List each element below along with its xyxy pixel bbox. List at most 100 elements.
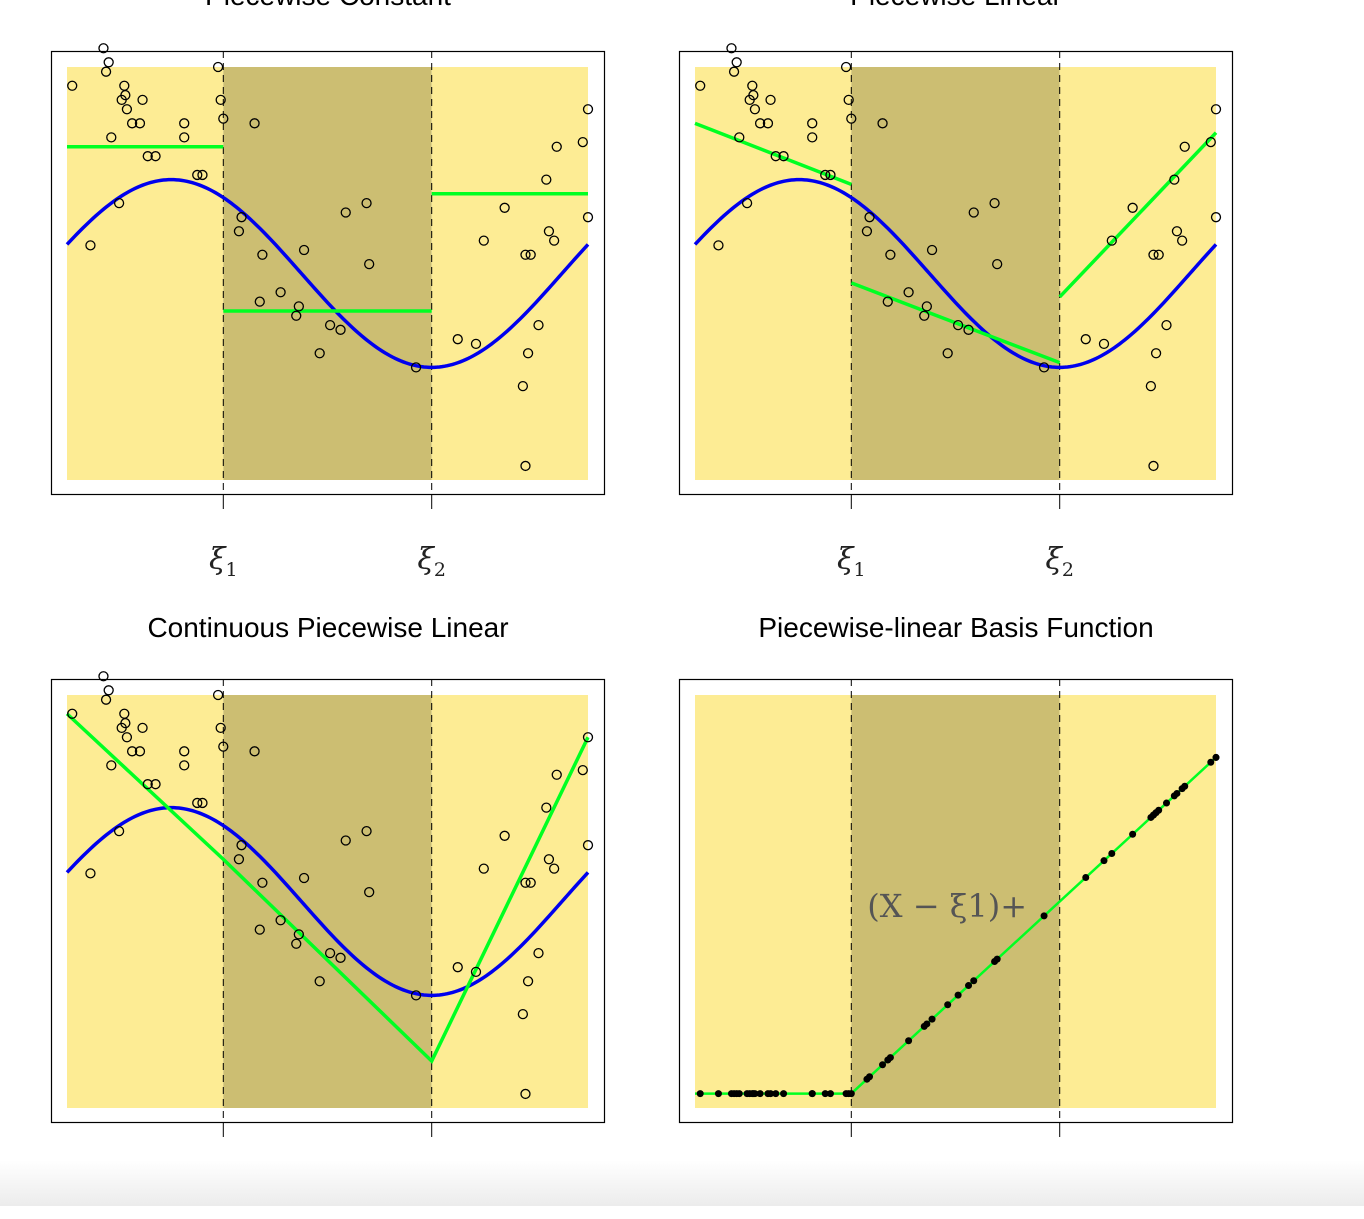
region-left bbox=[67, 67, 224, 480]
data-point bbox=[714, 1090, 722, 1098]
region-right bbox=[1059, 695, 1216, 1108]
data-point bbox=[825, 169, 836, 181]
data-point bbox=[364, 886, 375, 898]
data-point bbox=[179, 118, 190, 129]
knot-label-2: ξ2 bbox=[417, 542, 446, 581]
data-point bbox=[582, 840, 594, 851]
data-point bbox=[1176, 235, 1188, 246]
data-point bbox=[877, 118, 888, 129]
data-point bbox=[713, 240, 724, 251]
data-point bbox=[1153, 249, 1164, 260]
panel-title-piecewise-constant: Piecewise Constant bbox=[51, 0, 605, 12]
data-point bbox=[551, 141, 562, 152]
data-point bbox=[197, 797, 208, 809]
data-point bbox=[249, 118, 260, 129]
data-point bbox=[533, 319, 544, 331]
data-point bbox=[551, 769, 562, 780]
region-middle bbox=[223, 695, 432, 1108]
data-point bbox=[942, 348, 953, 359]
data-point bbox=[179, 132, 190, 143]
data-point bbox=[293, 929, 304, 940]
data-point bbox=[291, 938, 302, 949]
data-point bbox=[218, 741, 229, 752]
knot-label-1: ξ1 bbox=[837, 542, 866, 581]
data-point bbox=[236, 212, 247, 223]
data-point bbox=[879, 1061, 887, 1069]
data-point bbox=[361, 197, 372, 209]
data-point bbox=[126, 118, 138, 129]
data-point bbox=[134, 118, 146, 129]
data-point bbox=[113, 197, 125, 209]
data-point bbox=[1155, 806, 1163, 814]
data-point bbox=[756, 1090, 764, 1098]
data-point bbox=[410, 362, 422, 373]
data-point bbox=[85, 240, 96, 251]
data-point bbox=[520, 1088, 531, 1100]
data-point bbox=[470, 966, 482, 978]
region-right bbox=[431, 67, 588, 480]
data-point bbox=[257, 877, 268, 888]
data-point bbox=[919, 310, 930, 321]
data-point bbox=[582, 732, 594, 743]
data-point bbox=[780, 1090, 788, 1098]
data-point bbox=[100, 694, 112, 705]
data-point bbox=[324, 319, 336, 331]
data-point bbox=[254, 296, 265, 307]
data-point bbox=[734, 132, 745, 143]
data-point bbox=[452, 962, 463, 973]
true-function-curve bbox=[65, 805, 590, 998]
data-point bbox=[921, 301, 932, 312]
data-point bbox=[340, 207, 351, 218]
panel-title-continuous-piecewise-linear: Continuous Piecewise Linear bbox=[147, 612, 509, 643]
data-point bbox=[257, 249, 268, 260]
data-point bbox=[582, 104, 594, 115]
data-point bbox=[218, 113, 229, 124]
data-point bbox=[134, 746, 146, 757]
data-point bbox=[85, 868, 96, 879]
data-point bbox=[923, 1020, 931, 1028]
window-bottom-edge bbox=[0, 1160, 1364, 1206]
data-point bbox=[179, 760, 190, 771]
plot-frame bbox=[50, 678, 606, 1124]
data-point bbox=[846, 113, 857, 124]
data-point bbox=[275, 915, 286, 926]
knot-label-2: ξ2 bbox=[1045, 542, 1074, 581]
data-point bbox=[928, 1015, 936, 1023]
data-point bbox=[548, 235, 560, 246]
data-point bbox=[1210, 104, 1222, 115]
data-point bbox=[98, 43, 109, 54]
data-point bbox=[103, 685, 114, 696]
data-point bbox=[1040, 912, 1048, 920]
plot-frame bbox=[678, 50, 1234, 496]
data-point bbox=[748, 90, 759, 101]
data-point bbox=[470, 338, 482, 350]
data-point bbox=[179, 746, 190, 757]
data-point bbox=[1173, 789, 1181, 797]
data-point bbox=[541, 802, 552, 813]
data-point bbox=[1106, 235, 1117, 246]
data-point bbox=[533, 947, 544, 959]
data-point bbox=[820, 169, 831, 181]
data-point bbox=[249, 746, 260, 757]
data-point bbox=[826, 1090, 834, 1098]
data-point bbox=[233, 226, 245, 237]
data-point bbox=[886, 1054, 894, 1062]
data-point bbox=[754, 118, 766, 129]
data-point bbox=[520, 877, 531, 888]
data-point bbox=[254, 924, 265, 935]
data-point bbox=[741, 197, 753, 209]
data-point bbox=[525, 877, 536, 888]
data-point bbox=[361, 825, 372, 837]
plot-frame bbox=[678, 678, 1234, 1124]
data-point bbox=[324, 947, 336, 959]
data-point bbox=[126, 746, 138, 757]
data-point bbox=[847, 1090, 855, 1098]
region-middle bbox=[851, 695, 1060, 1108]
data-point bbox=[1169, 174, 1180, 185]
data-point bbox=[100, 66, 112, 77]
data-point bbox=[137, 94, 148, 105]
true-function-curve bbox=[693, 177, 1218, 370]
data-point bbox=[1129, 830, 1137, 838]
data-point bbox=[120, 90, 131, 101]
region-left bbox=[67, 695, 224, 1108]
